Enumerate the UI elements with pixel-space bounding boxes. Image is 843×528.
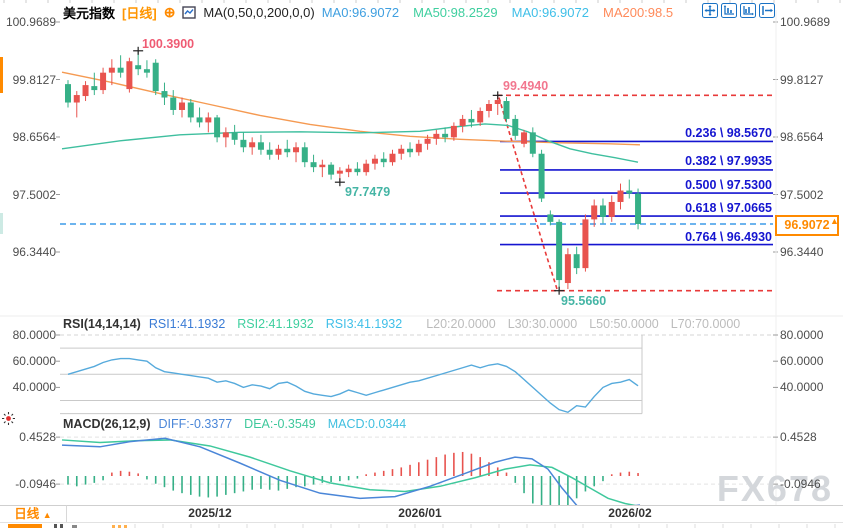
- bottom-toolbar-cutoff: [0, 522, 843, 528]
- rsi-value: RSI1:41.1932: [148, 317, 226, 331]
- bottom-tab-fragment: [8, 524, 42, 528]
- time-axis: [0, 505, 843, 522]
- exit-chart-icon[interactable]: [759, 3, 775, 18]
- rsi-levels: L20:20.0000 L30:30.0000 L50:50.0000 L70:70.…: [426, 317, 752, 331]
- timeframe-tab-label: 日线: [14, 507, 40, 521]
- rsi-header: RSI(14,14,14) RSI1:41.1932 RSI2:41.1932 RSI…: [63, 317, 764, 331]
- price-axis-label: 98.6564: [12, 130, 56, 144]
- timeframe-tab[interactable]: 日线 ▲: [0, 505, 67, 522]
- rsi-axis-label: 40.0000: [780, 380, 824, 394]
- macd-axis-label: 0.4528: [780, 430, 817, 444]
- timeframe-label[interactable]: [日线]: [122, 6, 157, 21]
- price-axis-label: 98.6564: [780, 130, 824, 144]
- macd-value: MACD:0.0344: [327, 417, 407, 431]
- left-edge-orange-marker: [0, 57, 3, 93]
- rsi-axis-label: 80.0000: [12, 328, 56, 342]
- peak-label: 99.4940: [503, 79, 549, 93]
- time-axis-label: 2026/01: [398, 506, 442, 520]
- macd-values: DIFF:-0.3377 DEA:-0.3549 MACD:0.0344: [159, 417, 419, 431]
- macd-value: DEA:-0.3549: [244, 417, 316, 431]
- rsi-axis-label: 60.0000: [780, 354, 824, 368]
- rsi-level: L70:70.0000: [670, 317, 741, 331]
- fib-level-label: 0.236 \ 98.5670: [685, 126, 772, 140]
- macd-value: DIFF:-0.3377: [158, 417, 233, 431]
- time-axis-label: 2025/12: [188, 506, 232, 520]
- rsi-value: RSI3:41.1932: [325, 317, 403, 331]
- swing-high-label: 100.3900: [142, 37, 195, 51]
- left-edge-teal-marker: [0, 213, 3, 234]
- bottom-glyph-fragment: [72, 525, 77, 528]
- ma-value: MA0:96.9072: [511, 5, 589, 20]
- bottom-ticks: [134, 524, 836, 528]
- rsi-value: RSI2:41.1932: [237, 317, 314, 331]
- rsi-level: L30:30.0000: [507, 317, 578, 331]
- rsi-axis-label: 60.0000: [12, 354, 56, 368]
- macd-header: MACD(26,12,9) DIFF:-0.3377 DEA:-0.3549 MACD…: [63, 417, 430, 431]
- watermark: FX678: [716, 468, 833, 509]
- rsi-values: RSI1:41.1932 RSI2:41.1932 RSI3:41.1932: [149, 317, 414, 331]
- price-up-arrow-icon: ▲: [830, 216, 839, 226]
- fib-level-label: 0.500 \ 97.5300: [685, 178, 772, 192]
- crash-low-label: 95.5660: [561, 294, 607, 308]
- fib-level-label: 0.618 \ 97.0665: [685, 201, 772, 215]
- rsi-level: L50:50.0000: [589, 317, 659, 331]
- chart-header: 美元指数 [日线] ⊕ MA(0,50,0,200,0,0) MA0:96.90…: [63, 3, 687, 22]
- price-axis-label: 99.8127: [780, 73, 824, 87]
- drawing-point-icon[interactable]: [1, 411, 16, 431]
- scale-y-axis-icon[interactable]: [721, 3, 737, 18]
- price-axis-label: 96.3440: [780, 245, 824, 259]
- macd-axis-label: -0.0946: [780, 477, 821, 491]
- price-axis-label: 99.8127: [12, 73, 56, 87]
- bottom-dots-fragment: [112, 525, 128, 528]
- price-axis-label: 96.3440: [12, 245, 56, 259]
- rsi-level: L20:20.0000: [426, 317, 496, 331]
- swing-low-label: 97.7479: [345, 185, 391, 199]
- timeframe-dropdown-arrow-icon: ▲: [42, 510, 52, 520]
- ma-value: MA200:98.5: [602, 5, 674, 20]
- chart-toolbar: [702, 3, 775, 18]
- price-axis-label: 100.9689: [780, 15, 831, 29]
- rsi-axis-label: 80.0000: [780, 328, 824, 342]
- rsi-title: RSI(14,14,14): [63, 317, 141, 331]
- symbol-title: 美元指数: [63, 6, 116, 21]
- macd-axis-label: -0.0946: [15, 477, 56, 491]
- price-axis-label: 97.5002: [12, 188, 56, 202]
- current-price-badge: 96.9072: [775, 215, 839, 236]
- macd-title: MACD(26,12,9): [63, 417, 151, 431]
- fib-level-label: 0.382 \ 97.9935: [685, 154, 772, 168]
- bottom-glyph-fragment: [54, 524, 57, 528]
- bottom-glyph-fragment: [60, 524, 63, 528]
- indicator-settings-icon[interactable]: [182, 6, 197, 19]
- ma-settings-label: MA(0,50,0,200,0,0): [203, 5, 315, 20]
- ma-values: MA0:96.9072 MA50:98.2529 MA0:96.9072 MA200:…: [322, 5, 687, 20]
- fib-level-label: 0.764 \ 96.4930: [685, 230, 772, 244]
- price-axis-label: 100.9689: [5, 15, 56, 29]
- add-indicator-icon[interactable]: ⊕: [163, 4, 176, 20]
- ma-value: MA0:96.9072: [321, 5, 400, 20]
- scale-x-axis-icon[interactable]: [740, 3, 756, 18]
- rsi-axis-label: 40.0000: [12, 380, 56, 394]
- price-axis-label: 97.5002: [780, 188, 824, 202]
- ma-value: MA50:98.2529: [413, 5, 498, 20]
- pan-crosshair-icon[interactable]: [702, 3, 718, 18]
- macd-axis-label: 0.4528: [19, 430, 56, 444]
- time-axis-label: 2026/02: [608, 506, 652, 520]
